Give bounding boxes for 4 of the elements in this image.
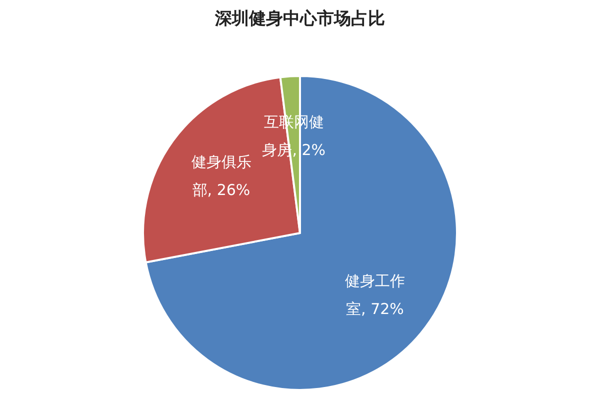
pie-slice [144,75,458,391]
slice-label: 健身工作室, 72% [345,272,405,318]
slice-label: 健身俱乐部, 26% [191,152,252,199]
chart-title: 深圳健身中心市场占比 [214,9,385,29]
